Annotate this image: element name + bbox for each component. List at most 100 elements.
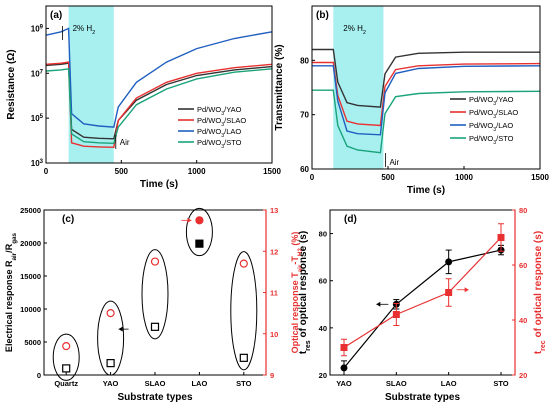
legend: Pd/WO3/YAOPd/WO3/SLAOPd/WO3/LAOPd/WO3/ST… <box>178 105 246 150</box>
x-tick-label: YAO <box>103 379 119 388</box>
group-ellipse <box>230 251 258 371</box>
electrical-response-point <box>106 359 115 368</box>
x-tick-label: YAO <box>336 379 352 388</box>
air-annotation: Air <box>120 138 130 147</box>
trec-point <box>497 234 505 241</box>
electrical-response-point <box>150 322 160 331</box>
trec-point <box>340 344 348 351</box>
x-tick-label: 1000 <box>188 167 206 176</box>
plot-frame <box>329 209 516 376</box>
series-line-yao <box>312 48 540 108</box>
left-axis-arrowhead <box>376 301 381 307</box>
series-line-lao <box>312 65 541 136</box>
y-tick-label: 5000 <box>24 338 41 347</box>
electrical-response-point <box>239 353 248 362</box>
right-y-tick-label: 10 <box>270 330 278 339</box>
right-y-tick-label: 12 <box>270 247 278 256</box>
x-tick-label: 1500 <box>263 167 281 176</box>
right-y-tick-label: 40 <box>519 316 527 325</box>
legend-label: Pd/WO3/SLAO <box>469 108 518 120</box>
y-tick-label: 10000 <box>20 305 41 314</box>
right-y-tick-label: 60 <box>519 261 527 270</box>
x-tick-label: 500 <box>115 167 129 176</box>
y-axis-label: tres of optical response (s) <box>298 231 312 354</box>
tres-point <box>445 258 453 266</box>
y-tick-label: 0 <box>37 371 41 380</box>
y-axis-label: Resistance (Ω) <box>6 49 17 119</box>
x-axis-label: Time (s) <box>407 185 445 196</box>
optical-response-point <box>239 259 248 268</box>
plot-frame <box>311 5 541 170</box>
x-axis-label: Time (s) <box>140 179 178 190</box>
panel-label: (b) <box>316 10 329 21</box>
panel-d-response-time-chart: YAO SLAO LAO STO 20 40 60 80 20 40 60 80 (d) Subs… <box>298 206 547 403</box>
x-tick-label: 500 <box>381 173 395 182</box>
legend-label: Pd/WO3/YAO <box>469 95 514 107</box>
legend-label: Pd/WO3/STO <box>197 138 242 150</box>
y-tick-label: 105 <box>31 114 44 123</box>
right-y-tick-label: 9 <box>270 371 274 380</box>
x-tick-label: 1000 <box>455 173 473 182</box>
right-y-axis-label: trec of optical response (s) <box>533 231 547 354</box>
right-y-tick-label: 11 <box>270 289 278 298</box>
optical-response-point <box>150 257 160 266</box>
panel-label: (a) <box>50 10 62 21</box>
x-tick-label: SLAO <box>386 379 407 388</box>
y-tick-label: 60 <box>300 165 309 174</box>
trec-point <box>392 311 400 318</box>
tres-point <box>340 364 348 372</box>
y-tick-label: 20 <box>319 371 327 380</box>
y-axis-label: Electrical response Rair/Rgas <box>4 232 18 352</box>
panel-label: (d) <box>344 214 357 225</box>
group-ellipse <box>52 333 80 381</box>
tres-line <box>343 249 502 369</box>
x-tick-label: 0 <box>310 173 315 182</box>
h2-exposure-band <box>333 6 384 169</box>
series-line-slao <box>45 61 273 149</box>
series-line-lao <box>45 27 273 128</box>
y-axis-label: Transmittance (%) <box>274 44 285 130</box>
electrical-response-point <box>195 239 204 248</box>
x-axis-label: Substrate types <box>117 392 192 403</box>
y-tick-label: 25000 <box>20 206 41 215</box>
right-axis-arrowhead <box>187 217 192 223</box>
group-ellipse <box>141 249 169 340</box>
x-tick-label: STO <box>493 379 508 388</box>
right-axis-arrowhead <box>464 287 469 293</box>
electrical-response-point <box>62 364 71 373</box>
x-tick-label: STO <box>236 379 251 388</box>
legend-label: Pd/WO3/LAO <box>469 121 513 133</box>
panel-label: (c) <box>62 214 74 225</box>
y-tick-label: 103 <box>31 159 44 168</box>
x-tick-label: SLAO <box>145 379 166 388</box>
group-ellipse <box>97 300 125 376</box>
y-tick-label: 107 <box>31 69 44 78</box>
optical-response-point <box>106 309 115 318</box>
y-tick-label: 70 <box>300 111 309 120</box>
x-tick-label: 1500 <box>531 173 549 182</box>
optical-response-point <box>195 216 204 225</box>
legend-label: Pd/WO3/STO <box>469 134 514 146</box>
y-tick-label: 80 <box>300 56 309 65</box>
trec-point <box>445 289 453 296</box>
optical-response-point <box>62 342 71 351</box>
x-tick-label: 0 <box>44 167 49 176</box>
y-tick-label: 109 <box>31 24 44 33</box>
right-y-tick-label: 13 <box>270 206 278 215</box>
x-tick-label: LAO <box>191 379 207 388</box>
x-tick-label: LAO <box>441 379 457 388</box>
air-annotation: Air <box>389 158 399 167</box>
y-tick-label: 80 <box>319 230 327 239</box>
left-axis-arrowhead <box>118 326 123 332</box>
right-y-tick-label: 20 <box>519 371 527 380</box>
y-tick-label: 40 <box>319 324 327 333</box>
x-tick-label: Quartz <box>54 379 78 388</box>
series-line-sto <box>45 67 273 145</box>
y-tick-label: 20000 <box>20 239 41 248</box>
y-tick-label: 60 <box>319 277 327 286</box>
legend: Pd/WO3/YAOPd/WO3/SLAOPd/WO3/LAOPd/WO3/ST… <box>450 95 518 146</box>
y-tick-label: 15000 <box>20 272 41 281</box>
